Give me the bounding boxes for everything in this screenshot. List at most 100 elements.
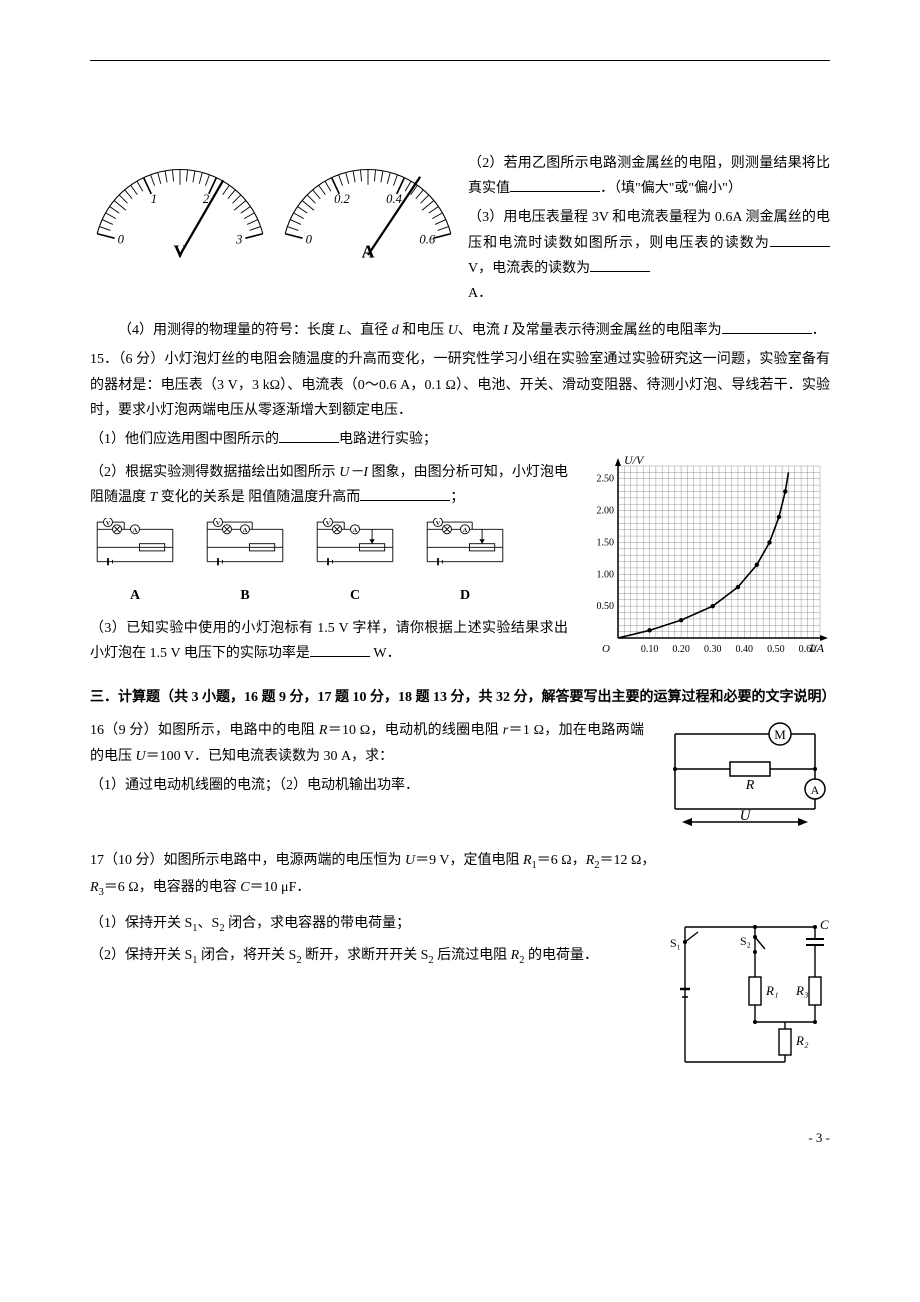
svg-text:0: 0 <box>118 232 125 246</box>
q16-diagram: M R A U <box>660 714 830 843</box>
q15-p2-c: 变化的关系是 阻值随温度升高而 <box>157 490 360 505</box>
svg-text:1.50: 1.50 <box>597 538 615 549</box>
q14-p3-end: A． <box>468 286 492 301</box>
voltmeter-dial: 0123 V <box>90 141 270 261</box>
svg-text:2.50: 2.50 <box>597 474 615 485</box>
ammeter-unit: A <box>362 242 375 261</box>
svg-text:0.20: 0.20 <box>672 644 690 655</box>
page-number: - 3 - <box>90 1126 830 1149</box>
circuit-b: A V B <box>200 518 290 607</box>
q17-U: U <box>405 853 415 868</box>
q15-circuit-row: A V A A V B A V C A V D <box>90 518 568 607</box>
q15-p3-blank <box>310 642 370 657</box>
meter-pair: 0123 V 00.20.40.6 A <box>90 141 458 261</box>
circuit-b-label: B <box>200 583 290 608</box>
q14-right-text: （2）若用乙图所示电路测金属丝的电阻，则测量结果将比真实值．（填"偏大"或"偏小… <box>468 141 830 310</box>
q14-p2-suffix: ．（填"偏大"或"偏小"） <box>600 181 742 196</box>
svg-text:0: 0 <box>306 232 313 246</box>
voltmeter-unit: V <box>174 242 187 261</box>
circuit-a-label: A <box>90 583 180 608</box>
q17-R3: R <box>90 880 99 895</box>
q16-p1: （1）通过电动机线圈的电流；（2）电动机输出功率． <box>90 773 644 798</box>
q17-p2c: 断开，求断开开关 S <box>302 948 429 963</box>
svg-text:0.6: 0.6 <box>419 232 435 246</box>
svg-text:1.00: 1.00 <box>597 569 615 580</box>
svg-text:A: A <box>463 527 468 534</box>
svg-text:0.2: 0.2 <box>334 192 350 206</box>
ammeter-dial: 0 0.2 0.4 0.6 A <box>278 141 458 261</box>
svg-text:R₂: R₂ <box>795 1033 809 1048</box>
q14-p3-blank1 <box>770 232 830 247</box>
q17-p2d: 后流过电阻 <box>434 948 511 963</box>
q14-p4-b: 、直径 <box>346 323 392 338</box>
svg-text:V: V <box>216 520 221 527</box>
q16-b: ＝10 Ω，电动机的线圈电阻 <box>327 723 502 738</box>
q17-p2b: 闭合，将开关 S <box>198 948 297 963</box>
q14-p3-mid: V，电流表的读数为 <box>468 261 590 276</box>
q14-p4-d: d <box>392 323 399 338</box>
q14-p2-blank <box>510 177 600 192</box>
svg-text:C: C <box>820 917 829 932</box>
q15-p3-end: W． <box>370 646 401 661</box>
q15-left-col: （2）根据实验测得数据描绘出如图所示 U－I 图象，由图分析可知，小灯泡电阻随温… <box>90 456 568 670</box>
svg-text:V: V <box>106 520 111 527</box>
svg-text:R₃: R₃ <box>795 983 808 998</box>
svg-text:3: 3 <box>235 232 242 246</box>
q17-p2e: 的电荷量． <box>524 948 598 963</box>
q14-p4-d2: 、电流 <box>458 323 504 338</box>
q17-a: 17（10 分）如图所示电路中，电源两端的电压恒为 <box>90 853 405 868</box>
svg-text:V: V <box>436 520 441 527</box>
q17-Cv: C <box>240 880 249 895</box>
q17-text: （1）保持开关 S1、S2 闭合，求电容器的带电荷量； （2）保持开关 S1 闭… <box>90 907 654 974</box>
svg-text:0.40: 0.40 <box>736 644 754 655</box>
svg-text:0.50: 0.50 <box>597 601 615 612</box>
q17-stem: 17（10 分）如图所示电路中，电源两端的电压恒为 U＝9 V，定值电阻 R1＝… <box>90 848 830 903</box>
q16-row: 16（9 分）如图所示，电路中的电阻 R＝10 Ω，电动机的线圈电阻 r＝1 Ω… <box>90 714 830 843</box>
q15-stem: 15．（6 分）小灯泡灯丝的电阻会随温度的升高而变化，一研究性学习小组在实验室通… <box>90 347 830 423</box>
circuit-d: A V D <box>420 518 510 607</box>
svg-text:A: A <box>133 527 138 534</box>
q15-p2-UI: U－I <box>339 465 368 480</box>
svg-text:0.10: 0.10 <box>641 644 659 655</box>
svg-text:1: 1 <box>151 192 157 206</box>
q14-p3-blank2 <box>590 257 650 272</box>
svg-text:2.00: 2.00 <box>597 506 615 517</box>
svg-text:I/A: I/A <box>808 641 824 655</box>
ammeter-needle <box>368 177 420 255</box>
q17-R1: R <box>523 853 532 868</box>
q14-p4-a: （4）用测得的物理量的符号：长度 <box>118 323 339 338</box>
q15-p2-blank <box>360 486 450 501</box>
svg-text:S₁: S₁ <box>670 936 681 950</box>
q17-f: ＝10 μF． <box>250 880 311 895</box>
q16-a: 16（9 分）如图所示，电路中的电阻 <box>90 723 319 738</box>
svg-text:A: A <box>811 783 820 797</box>
q14-meters-row: 0123 V 00.20.40.6 A （2）若用乙图所示电路测金属丝的电阻，则… <box>90 141 830 310</box>
svg-text:M: M <box>774 727 786 742</box>
svg-text:S₂: S₂ <box>740 934 751 948</box>
circuit-c-label: C <box>310 583 400 608</box>
q15-p3: （3）已知实验中使用的小灯泡标有 1.5 V 字样，请你根据上述实验结果求出小灯… <box>90 616 568 666</box>
svg-text:U/V: U/V <box>624 456 645 467</box>
svg-text:0.50: 0.50 <box>767 644 785 655</box>
svg-text:R: R <box>745 778 755 793</box>
svg-text:A: A <box>243 527 248 534</box>
q14-p4-e: 及常量表示待测金属丝的电阻率为 <box>508 323 722 338</box>
q17-diagram: S₁S₂CR₁R₃R₂ <box>670 907 830 1086</box>
svg-text:0.30: 0.30 <box>704 644 722 655</box>
circuit-d-label: D <box>420 583 510 608</box>
circuit-a: A V A <box>90 518 180 607</box>
q17-p2R2: R <box>511 948 520 963</box>
q14-p4-end: ． <box>812 323 826 338</box>
q17-p1c: 闭合，求电容器的带电荷量； <box>225 916 411 931</box>
q15-row: （2）根据实验测得数据描绘出如图所示 U－I 图象，由图分析可知，小灯泡电阻随温… <box>90 456 830 675</box>
q14-p4-blank <box>722 319 812 334</box>
q17-e: ＝6 Ω，电容器的电容 <box>104 880 240 895</box>
q15-p1-blank <box>279 428 339 443</box>
svg-text:0.4: 0.4 <box>386 192 402 206</box>
svg-text:U: U <box>740 808 752 824</box>
q15-p1-end: 电路进行实验； <box>339 432 437 447</box>
section3-title: 三．计算题（共 3 小题，16 题 9 分，17 题 10 分，18 题 13 … <box>90 685 830 710</box>
q14-p4-U: U <box>448 323 458 338</box>
q15-p2-end: ； <box>450 490 464 505</box>
svg-text:A: A <box>353 527 358 534</box>
